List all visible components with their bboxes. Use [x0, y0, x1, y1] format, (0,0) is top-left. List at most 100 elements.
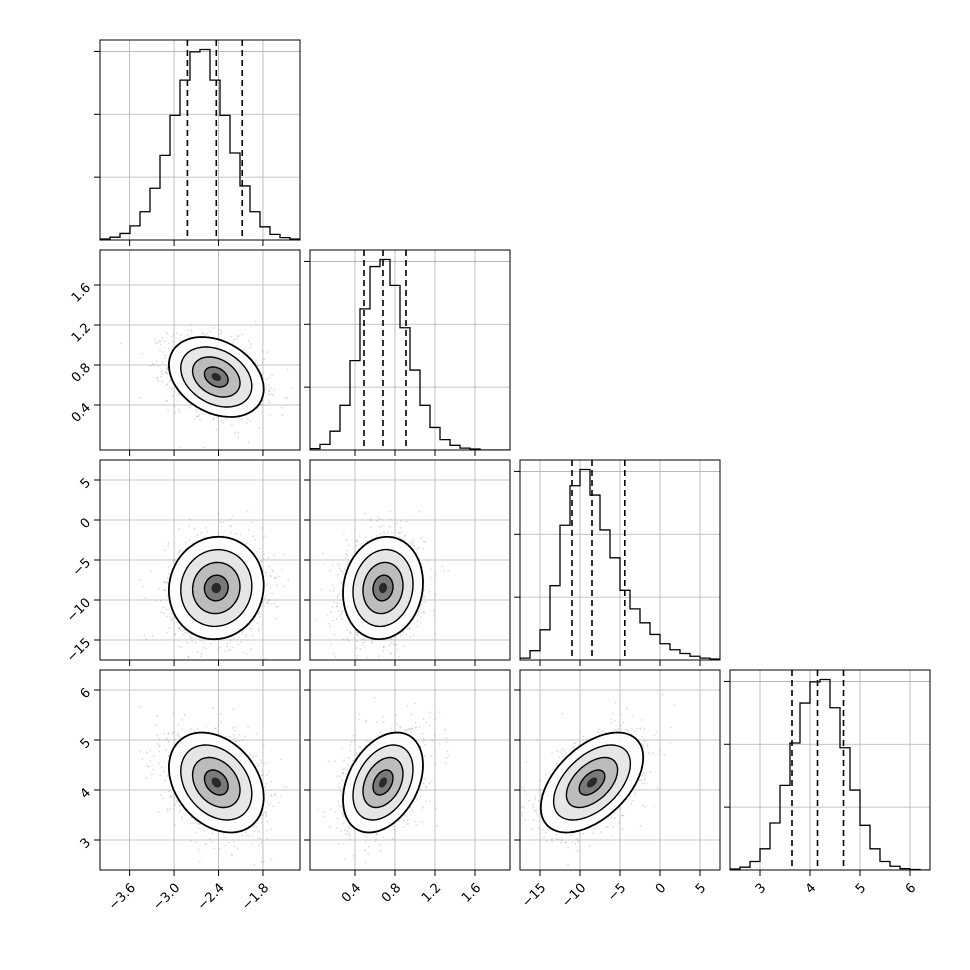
scatter-point [326, 614, 329, 617]
scatter-point [342, 572, 345, 575]
scatter-point [258, 629, 260, 632]
scatter-point [356, 632, 359, 634]
scatter-point [186, 631, 189, 634]
scatter-point [231, 727, 234, 729]
scatter-point [231, 646, 234, 649]
y-tick-label: 1.6 [69, 280, 94, 305]
scatter-point [447, 569, 450, 572]
scatter-point [403, 535, 406, 538]
scatter-point [224, 844, 227, 847]
scatter-point [390, 641, 393, 644]
scatter-point [139, 397, 141, 399]
scatter-point [386, 674, 388, 676]
scatter-point [178, 628, 181, 630]
scatter-point [226, 642, 229, 645]
scatter-point [145, 751, 148, 754]
scatter-point [397, 532, 400, 535]
scatter-point [149, 365, 152, 367]
scatter-point [270, 794, 273, 797]
scatter-point [249, 343, 252, 345]
scatter-point [215, 428, 218, 431]
scatter-point [410, 540, 413, 542]
scatter-point [361, 638, 364, 641]
scatter-point [259, 555, 262, 557]
scatter-point [342, 533, 345, 535]
scatter-point [371, 642, 374, 645]
scatter-point [196, 651, 199, 654]
scatter-point [166, 373, 169, 376]
scatter-point [355, 544, 357, 547]
scatter-point [212, 418, 215, 421]
panel-2-0: −15−10−505 [64, 459, 301, 666]
histogram-bar [420, 405, 430, 450]
histogram-bar [230, 153, 240, 240]
scatter-point [249, 628, 251, 631]
scatter-point [392, 643, 395, 646]
scatter-point [349, 632, 352, 635]
panel-plot-area [310, 460, 510, 676]
scatter-point [400, 635, 403, 637]
scatter-point [272, 570, 275, 573]
scatter-point [355, 539, 358, 542]
histogram-bar [260, 227, 270, 240]
scatter-point [217, 513, 220, 516]
scatter-point [155, 377, 158, 380]
scatter-point [206, 531, 209, 533]
scatter-point [220, 419, 223, 422]
scatter-point [378, 518, 381, 521]
scatter-point [187, 655, 190, 658]
scatter-point [152, 768, 155, 771]
scatter-point [283, 585, 286, 588]
scatter-point [173, 559, 176, 561]
scatter-point [443, 570, 445, 572]
scatter-point [334, 655, 337, 658]
scatter-point [424, 541, 427, 543]
scatter-point [320, 588, 323, 591]
histogram-bar [670, 650, 680, 660]
scatter-point [341, 610, 344, 612]
histogram-bar [650, 634, 660, 660]
scatter-point [264, 571, 267, 574]
scatter-point [420, 536, 423, 539]
scatter-point [270, 387, 273, 389]
scatter-point [154, 338, 157, 341]
histogram-step-line [520, 468, 720, 660]
scatter-point [346, 554, 349, 557]
scatter-point [199, 655, 202, 658]
scatter-point [434, 574, 437, 577]
scatter-point [169, 795, 171, 798]
scatter-point [241, 633, 244, 636]
scatter-point [159, 774, 162, 777]
scatter-point [261, 399, 264, 402]
histogram-bar [450, 445, 460, 450]
scatter-point [245, 422, 248, 425]
scatter-point [168, 386, 171, 389]
scatter-point [142, 585, 145, 588]
histogram-bar [560, 525, 570, 660]
scatter-point [370, 640, 373, 643]
scatter-point [164, 580, 166, 583]
scatter-point [202, 646, 205, 649]
panel-plot-area [100, 670, 300, 870]
scatter-point [189, 727, 192, 730]
scatter-point [265, 782, 268, 785]
scatter-point [177, 645, 180, 648]
histogram-bar [680, 653, 690, 660]
scatter-point [190, 329, 193, 332]
histogram-bar [340, 405, 350, 450]
scatter-point [267, 602, 270, 604]
scatter-point [369, 526, 372, 529]
scatter-point [174, 738, 177, 741]
scatter-point [201, 413, 203, 415]
scatter-point [237, 643, 240, 646]
scatter-point [170, 613, 173, 616]
scatter-point [413, 539, 416, 542]
scatter-point [266, 761, 269, 764]
scatter-point [238, 733, 241, 736]
scatter-point [170, 619, 173, 621]
scatter-point [155, 600, 158, 603]
scatter-point [262, 553, 265, 556]
scatter-point [277, 575, 280, 578]
scatter-point [218, 646, 221, 649]
scatter-point [269, 587, 272, 589]
